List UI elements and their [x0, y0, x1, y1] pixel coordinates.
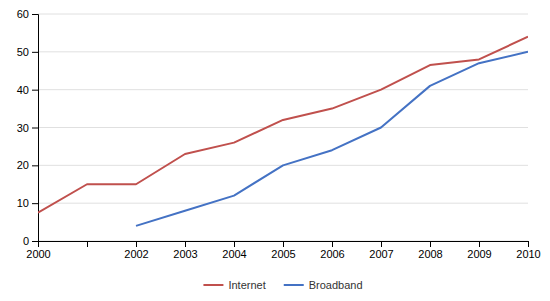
legend-swatch [203, 284, 223, 286]
x-tick: 2010 [516, 241, 540, 260]
grid-line [38, 203, 528, 204]
legend-item: Broadband [284, 279, 363, 291]
plot-area: 2000200220032004200520062007200820092010… [17, 8, 541, 260]
tick-mark [32, 90, 38, 91]
tick-label: 2006 [320, 248, 344, 260]
tick-label: 50 [17, 46, 29, 58]
legend-swatch [284, 284, 304, 286]
axis-domain [32, 15, 39, 242]
y-tick: 40 [17, 84, 38, 96]
tick-label: 10 [17, 197, 29, 209]
tick-label: 30 [17, 122, 29, 134]
x-tick: 2008 [418, 241, 442, 260]
tick-mark [332, 241, 333, 247]
x-tick: 2004 [222, 241, 246, 260]
series-line [38, 37, 528, 213]
tick-label: 2003 [173, 248, 197, 260]
tick-label: 20 [17, 159, 29, 171]
y-tick: 50 [17, 46, 38, 58]
y-tick: 10 [17, 197, 38, 209]
tick-mark [87, 241, 88, 247]
tick-mark [32, 203, 38, 204]
chart-svg: 2000200220032004200520062007200820092010… [0, 0, 550, 301]
tick-mark [381, 241, 382, 247]
tick-label: 40 [17, 84, 29, 96]
legend-label: Broadband [309, 279, 363, 291]
x-tick: 2006 [320, 241, 344, 260]
tick-mark [234, 241, 235, 247]
x-axis: 2000 2002 2003 2004 2005 2006 2007 2008 2009 2010 [26, 241, 540, 260]
tick-mark [32, 241, 38, 242]
tick-label: 60 [17, 8, 29, 20]
x-tick: 2002 [124, 241, 148, 260]
tick-label: 2002 [124, 248, 148, 260]
tick-label: 2009 [467, 248, 491, 260]
tick-mark [32, 165, 38, 166]
chart-container: 2000200220032004200520062007200820092010… [0, 0, 550, 301]
tick-mark [283, 241, 284, 247]
series-group [38, 37, 528, 226]
tick-label: 0 [23, 235, 29, 247]
y-tick: 20 [17, 159, 38, 171]
tick-mark [528, 241, 529, 247]
y-tick: 0 [23, 235, 38, 247]
x-tick: 2000 [26, 241, 50, 260]
grid [38, 14, 528, 241]
x-tick [87, 241, 88, 247]
tick-mark [32, 14, 38, 15]
legend-label: Internet [228, 279, 265, 291]
legend: Internet Broadband [203, 279, 362, 291]
y-axis: 0 10 20 30 40 50 60 [17, 8, 39, 247]
series-line [136, 52, 528, 226]
legend-item: Internet [203, 279, 265, 291]
y-tick: 60 [17, 8, 38, 20]
x-tick: 2009 [467, 241, 491, 260]
grid-line [38, 127, 528, 128]
tick-label: 2010 [516, 248, 540, 260]
tick-label: 2004 [222, 248, 246, 260]
tick-mark [136, 241, 137, 247]
y-tick: 30 [17, 122, 38, 134]
tick-label: 2000 [26, 248, 50, 260]
tick-mark [479, 241, 480, 247]
x-tick: 2005 [271, 241, 295, 260]
tick-mark [32, 52, 38, 53]
axis-domain [39, 242, 529, 248]
tick-label: 2008 [418, 248, 442, 260]
tick-label: 2005 [271, 248, 295, 260]
grid-line [38, 51, 528, 52]
tick-mark [185, 241, 186, 247]
x-tick: 2003 [173, 241, 197, 260]
grid-line [38, 89, 528, 90]
tick-mark [430, 241, 431, 247]
tick-mark [32, 128, 38, 129]
x-tick: 2007 [369, 241, 393, 260]
grid-line [38, 14, 528, 15]
tick-label: 2007 [369, 248, 393, 260]
